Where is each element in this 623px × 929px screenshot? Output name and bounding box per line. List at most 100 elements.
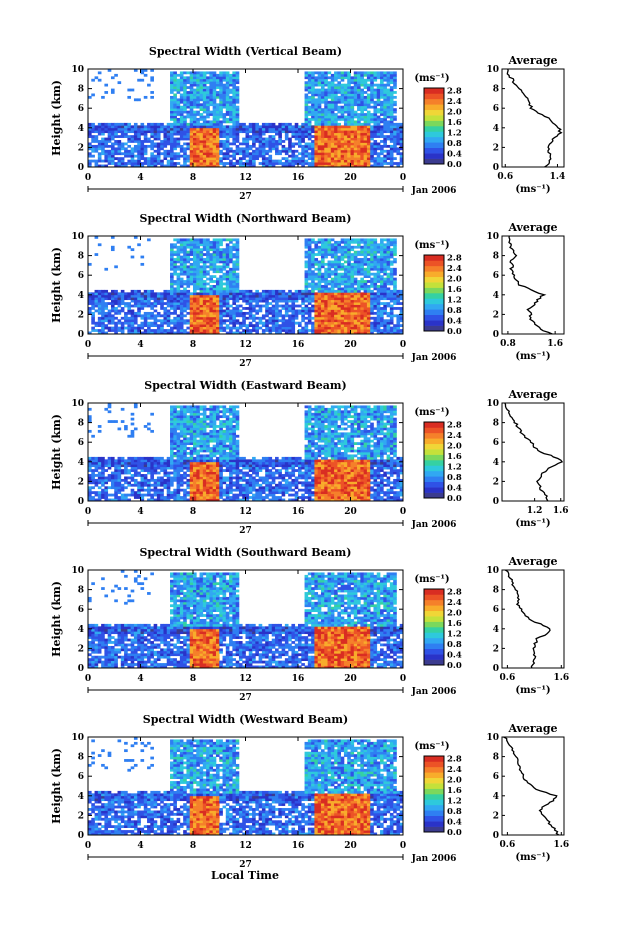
heatmap-cell <box>202 147 207 151</box>
heatmap-cell <box>314 243 319 247</box>
heatmap-cell <box>343 309 348 313</box>
heatmap-cell <box>376 277 381 281</box>
heatmap-cell <box>389 321 394 325</box>
heatmap-cell <box>347 91 351 94</box>
heatmap-cell <box>196 243 200 247</box>
heatmap-cell <box>97 147 102 151</box>
heatmap-cell <box>94 302 99 305</box>
heatmap-cell <box>97 299 102 303</box>
heatmap-cell <box>261 294 266 298</box>
heatmap-cell <box>104 267 109 271</box>
heatmap-cell <box>363 120 368 124</box>
heatmap-cell <box>189 122 194 126</box>
heatmap-cell <box>150 140 154 143</box>
colorbar-tick-label: 1.2 <box>447 296 462 306</box>
heatmap-cell <box>232 108 237 111</box>
heatmap-cell <box>153 144 158 148</box>
heatmap-cell <box>357 311 361 315</box>
heatmap-cell <box>370 280 374 283</box>
heatmap-cell <box>173 272 177 276</box>
heatmap-cell <box>337 311 342 315</box>
heatmap-cell <box>88 262 92 266</box>
heatmap-cell <box>347 73 351 77</box>
heatmap-cell <box>334 120 338 124</box>
heatmap-cell <box>110 307 115 310</box>
heatmap-cell <box>176 287 181 291</box>
heatmap-cell <box>170 157 174 160</box>
heatmap-cell <box>114 142 118 146</box>
heatmap-cell <box>124 314 128 318</box>
heatmap-cell <box>186 265 191 269</box>
heatmap-cell <box>320 125 325 129</box>
heatmap-cell <box>376 135 381 138</box>
heatmap-cell <box>215 162 220 165</box>
heatmap-cell <box>242 299 246 303</box>
heatmap-cell <box>114 321 118 325</box>
heatmap-cell <box>209 125 214 129</box>
heatmap-cell <box>153 331 158 335</box>
heatmap-cell <box>252 164 256 168</box>
heatmap-cell <box>235 81 240 85</box>
heatmap-cell <box>189 307 194 310</box>
heatmap-cell <box>212 289 217 293</box>
heatmap-cell <box>229 250 233 254</box>
heatmap-cell <box>173 289 177 293</box>
heatmap-cell <box>133 299 138 303</box>
heatmap-cell <box>219 81 223 85</box>
heatmap-cell <box>104 302 109 305</box>
heatmap-cell <box>396 130 401 134</box>
heatmap-cell <box>107 149 112 153</box>
heatmap-cell <box>88 302 92 305</box>
heatmap-cell <box>360 76 364 80</box>
heatmap-cell <box>183 260 187 264</box>
heatmap-cell <box>219 243 223 247</box>
heatmap-cell <box>340 118 345 121</box>
heatmap-cell <box>366 105 371 109</box>
heatmap-cell <box>314 316 319 320</box>
heatmap-cell <box>350 326 355 330</box>
heatmap-cell <box>370 255 374 259</box>
heatmap-cell <box>366 238 371 242</box>
heatmap-cell <box>291 135 296 138</box>
heatmap-cell <box>215 142 220 146</box>
heatmap-cell <box>94 147 99 151</box>
heatmap-cell <box>357 154 361 158</box>
heatmap-cell <box>206 162 210 165</box>
heatmap-cell <box>222 309 227 313</box>
heatmap-cell <box>225 86 230 89</box>
heatmap-cell <box>340 272 345 276</box>
heatmap-cell <box>215 137 220 141</box>
heatmap-cell <box>173 287 177 291</box>
heatmap-cell <box>124 132 128 136</box>
heatmap-cell <box>183 309 187 313</box>
heatmap-cell <box>258 135 263 138</box>
heatmap-cell <box>399 142 404 146</box>
heatmap-cell <box>343 260 348 264</box>
heatmap-cell <box>389 243 394 247</box>
heatmap-cell <box>373 250 378 254</box>
heatmap-cell <box>170 76 174 80</box>
heatmap-cell <box>327 93 332 97</box>
heatmap-cell <box>380 162 384 165</box>
heatmap-cell <box>278 314 282 318</box>
heatmap-cell <box>110 159 115 163</box>
heatmap-cell <box>209 294 214 298</box>
heatmap-cell <box>212 267 217 271</box>
heatmap-cell <box>327 329 332 332</box>
heatmap-cell <box>281 314 286 318</box>
heatmap-cell <box>170 113 174 116</box>
heatmap-cell <box>337 302 342 305</box>
heatmap-cell <box>340 282 345 286</box>
heatmap-cell <box>320 275 325 278</box>
heatmap-cell <box>212 93 217 97</box>
heatmap-cell <box>170 95 174 99</box>
heatmap-cell <box>94 253 99 256</box>
heatmap-cell <box>229 130 233 134</box>
heatmap-cell <box>366 331 371 335</box>
heatmap-cell <box>275 321 279 325</box>
heatmap-cell <box>170 118 174 121</box>
heatmap-cell <box>261 125 266 129</box>
heatmap-cell <box>215 277 220 281</box>
heatmap-cell <box>330 81 335 85</box>
heatmap-cell <box>140 122 145 126</box>
